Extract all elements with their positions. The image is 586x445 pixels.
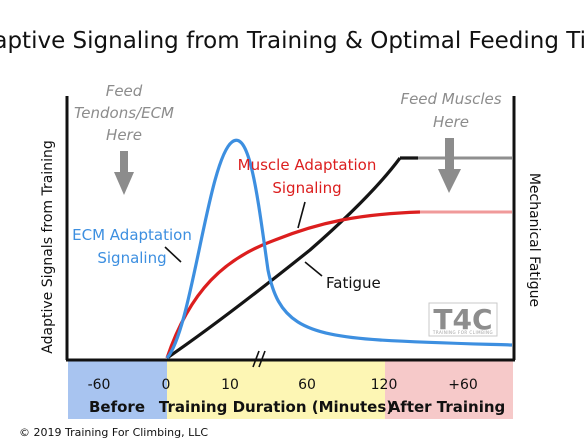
feed-arrow-ecm-shaft (120, 151, 128, 173)
feed-annotation-muscle: Feed Muscles Here (400, 90, 502, 193)
phase-band-training (167, 360, 385, 419)
logo-mark: T4C (433, 303, 492, 336)
feed-label-ecm-line2: Tendons/ECM (74, 104, 174, 122)
x-ticks: -60 0 10 60 120 +60 (88, 377, 478, 393)
series-label-muscle-line1: Muscle Adaptation (238, 156, 377, 174)
phase-label-before: Before (89, 398, 145, 416)
phase-label-after: After Training (389, 398, 506, 416)
y-axis-left-label: Adaptive Signals from Training (40, 140, 56, 353)
series-line-muscle (165, 210, 421, 359)
series-ecm (165, 138, 513, 360)
axis-break-mark (252, 350, 266, 368)
feed-label-ecm-line3: Here (106, 126, 142, 144)
x-tick-label: 120 (371, 377, 398, 393)
series-line-ecm (165, 138, 513, 360)
phase-label-training: Training Duration (Minutes) (159, 398, 393, 416)
feed-label-muscle-line1: Feed Muscles (400, 90, 501, 108)
feed-label-muscle-line2: Here (433, 113, 469, 131)
x-tick-label: -60 (88, 377, 111, 393)
feed-label-ecm-line1: Feed (106, 82, 143, 100)
series-label-ecm-line2: Signaling (97, 249, 166, 267)
leader-line-fatigue (304, 261, 323, 277)
series-label-muscle-line2: Signaling (272, 179, 341, 197)
logo: T4C TRAINING FOR CLIMBING (428, 302, 498, 337)
phase-band-after (385, 360, 513, 419)
x-tick-label: 0 (162, 377, 171, 393)
y-axis-right-label: Mechanical Fatigue (526, 173, 542, 307)
series-label-fatigue: Fatigue (326, 274, 381, 292)
x-tick-label: +60 (448, 377, 478, 393)
phase-band-before (68, 360, 167, 419)
feed-arrow-ecm-head (114, 172, 134, 195)
feed-annotation-ecm: Feed Tendons/ECM Here (74, 82, 174, 195)
phase-bands: Before Training Duration (Minutes) After… (68, 360, 513, 419)
feed-arrow-muscle-head (438, 169, 461, 193)
x-tick-label: 60 (298, 377, 316, 393)
leader-line-ecm (164, 246, 182, 263)
copyright-text: © 2019 Training For Climbing, LLC (19, 426, 208, 439)
series-label-ecm-line1: ECM Adaptation (72, 226, 192, 244)
logo-subtext: TRAINING FOR CLIMBING (432, 330, 493, 335)
series-line-fatigue (166, 157, 402, 360)
chart-title: Adaptive Signaling from Training & Optim… (0, 28, 586, 54)
leader-line-muscle (297, 201, 306, 229)
series-muscle (165, 210, 512, 359)
logo-box (428, 302, 498, 337)
feed-arrow-muscle-shaft (445, 138, 454, 170)
series-fatigue (166, 156, 512, 360)
x-tick-label: 10 (221, 377, 239, 393)
